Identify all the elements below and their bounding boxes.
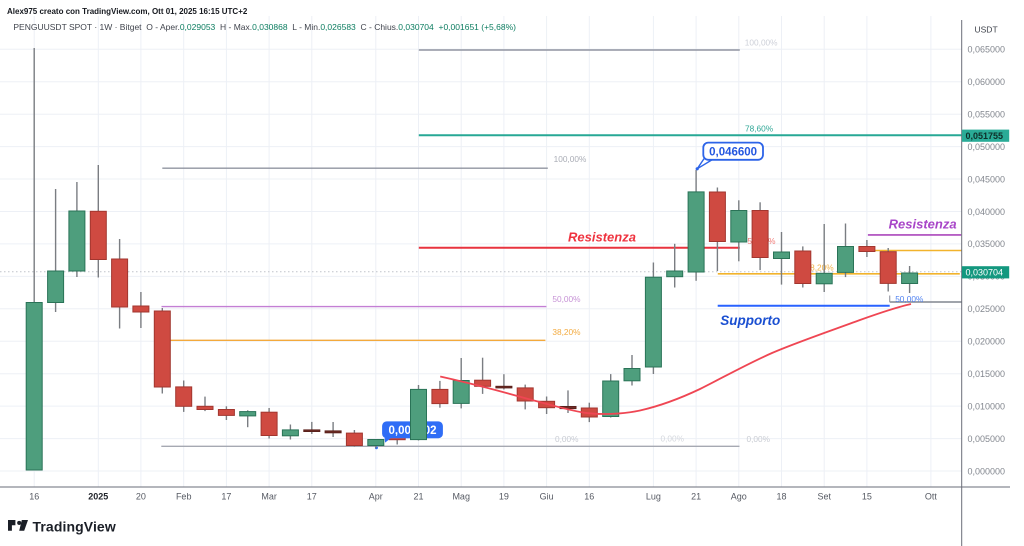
svg-text:0,051755: 0,051755 <box>966 131 1004 141</box>
svg-text:0,015000: 0,015000 <box>968 369 1006 379</box>
svg-text:0,00%: 0,00% <box>555 434 579 444</box>
svg-text:Lug: Lug <box>646 491 661 501</box>
svg-text:0,055000: 0,055000 <box>968 110 1006 120</box>
svg-text:0,060000: 0,060000 <box>968 77 1006 87</box>
svg-text:Ott: Ott <box>925 491 938 501</box>
svg-text:20: 20 <box>136 491 146 501</box>
svg-text:0,065000: 0,065000 <box>968 45 1006 55</box>
svg-text:0,010000: 0,010000 <box>968 401 1006 411</box>
svg-text:78,60%: 78,60% <box>745 123 774 133</box>
svg-text:17: 17 <box>221 491 231 501</box>
svg-text:16: 16 <box>584 491 594 501</box>
svg-text:USDT: USDT <box>975 24 998 34</box>
svg-text:Giu: Giu <box>540 491 554 501</box>
svg-text:38,20%: 38,20% <box>806 262 835 272</box>
svg-text:0,005000: 0,005000 <box>968 434 1006 444</box>
svg-text:0,046600: 0,046600 <box>709 146 757 158</box>
svg-text:21: 21 <box>691 491 701 501</box>
svg-text:0,000000: 0,000000 <box>968 466 1006 476</box>
svg-text:Alex975 creato con TradingView: Alex975 creato con TradingView.com, Ott … <box>7 7 248 16</box>
svg-text:Resistenza: Resistenza <box>889 217 957 232</box>
svg-text:Ago: Ago <box>731 491 747 501</box>
svg-text:18: 18 <box>776 491 786 501</box>
svg-text:0,045000: 0,045000 <box>968 174 1006 184</box>
svg-text:100,00%: 100,00% <box>554 154 587 164</box>
svg-text:TradingView: TradingView <box>33 519 116 535</box>
svg-text:0,035000: 0,035000 <box>968 239 1006 249</box>
svg-text:0,020000: 0,020000 <box>968 337 1006 347</box>
svg-text:16: 16 <box>29 491 39 501</box>
svg-text:15: 15 <box>862 491 872 501</box>
svg-text:Resistenza: Resistenza <box>568 230 636 245</box>
svg-text:100,00%: 100,00% <box>745 37 778 47</box>
svg-text:Apr: Apr <box>369 491 383 501</box>
svg-text:38,20%: 38,20% <box>552 327 581 337</box>
svg-text:50,00%: 50,00% <box>895 294 924 304</box>
svg-text:PENGUUSDT SPOT · 1W · Bitget: PENGUUSDT SPOT · 1W · Bitget O - Aper.0,… <box>13 22 516 32</box>
svg-text:Supporto: Supporto <box>720 313 780 328</box>
svg-text:Mag: Mag <box>452 491 470 501</box>
svg-text:19: 19 <box>499 491 509 501</box>
svg-text:0,00%: 0,00% <box>661 433 685 443</box>
svg-text:50,00%: 50,00% <box>552 294 581 304</box>
svg-text:Feb: Feb <box>176 491 192 501</box>
svg-text:0,050000: 0,050000 <box>968 142 1006 152</box>
svg-text:Set: Set <box>817 491 831 501</box>
svg-text:0,040000: 0,040000 <box>968 207 1006 217</box>
svg-text:2025: 2025 <box>88 491 108 501</box>
svg-text:0,00%: 0,00% <box>747 434 771 444</box>
svg-text:0,030704: 0,030704 <box>966 268 1004 278</box>
svg-text:21: 21 <box>413 491 423 501</box>
svg-text:17: 17 <box>307 491 317 501</box>
svg-text:Mar: Mar <box>261 491 277 501</box>
svg-text:0,025000: 0,025000 <box>968 304 1006 314</box>
